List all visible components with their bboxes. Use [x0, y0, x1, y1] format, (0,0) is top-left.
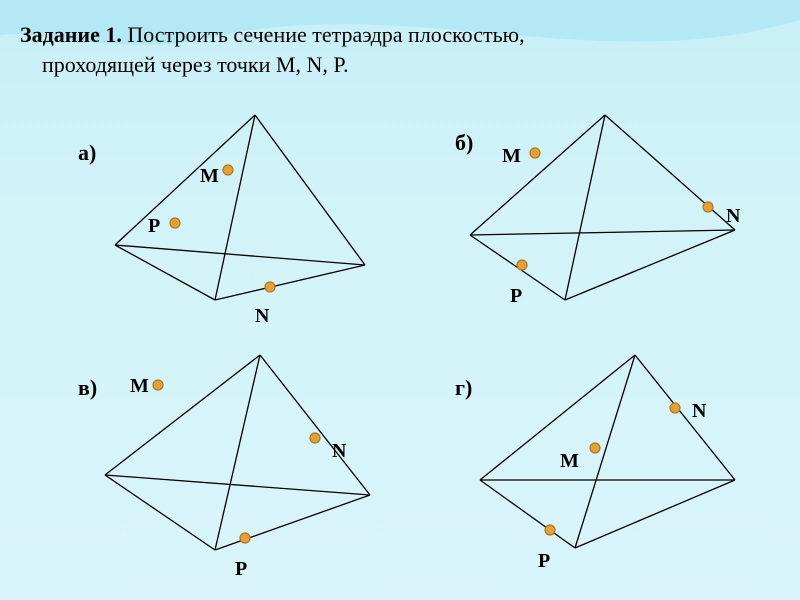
point-M-b	[530, 148, 540, 158]
point-label-N-g: N	[692, 400, 706, 423]
diagram-label-g: г)	[455, 375, 472, 401]
point-P-v	[240, 533, 250, 543]
point-label-N-a: N	[255, 305, 269, 328]
point-P-g	[545, 525, 555, 535]
point-M-a	[223, 165, 233, 175]
point-label-M-a: M	[200, 165, 219, 188]
point-label-P-g: P	[538, 550, 550, 573]
point-label-P-v: P	[235, 558, 247, 581]
point-M-v	[153, 380, 163, 390]
point-N-v	[310, 433, 320, 443]
point-label-P-a: P	[148, 215, 160, 238]
point-N-g	[670, 403, 680, 413]
point-label-P-b: P	[510, 285, 522, 308]
point-M-g	[590, 443, 600, 453]
task-number: Задание 1.	[20, 22, 122, 47]
point-label-M-g: M	[560, 450, 579, 473]
tetra-svg-g	[440, 350, 780, 590]
diagram-b: M N P	[430, 105, 770, 335]
diagram-label-v: в)	[78, 375, 97, 401]
diagram-g: M N P	[440, 350, 780, 590]
point-N-a	[265, 282, 275, 292]
task-text-line2: проходящей через точки M, N, P.	[42, 52, 349, 77]
tetra-svg-a	[60, 105, 390, 335]
diagram-a: M P N	[60, 105, 390, 335]
point-label-N-v: N	[332, 440, 346, 463]
task-text-line1: Построить сечение тетраэдра плоскостью,	[122, 22, 525, 47]
point-label-M-v: M	[130, 375, 149, 398]
point-N-b	[703, 202, 713, 212]
point-label-M-b: M	[502, 145, 521, 168]
task-title: Задание 1. Построить сечение тетраэдра п…	[20, 20, 780, 79]
diagram-label-b: б)	[455, 130, 473, 156]
point-P-b	[517, 260, 527, 270]
diagram-v: M N P	[70, 350, 400, 590]
diagram-grid: M P Nа) M N Pб) M N Pв) M N Pг)	[0, 100, 800, 600]
point-P-a	[170, 218, 180, 228]
tetra-svg-v	[70, 350, 400, 590]
diagram-label-a: а)	[78, 140, 96, 166]
point-label-N-b: N	[726, 205, 740, 228]
tetra-svg-b	[430, 105, 770, 335]
